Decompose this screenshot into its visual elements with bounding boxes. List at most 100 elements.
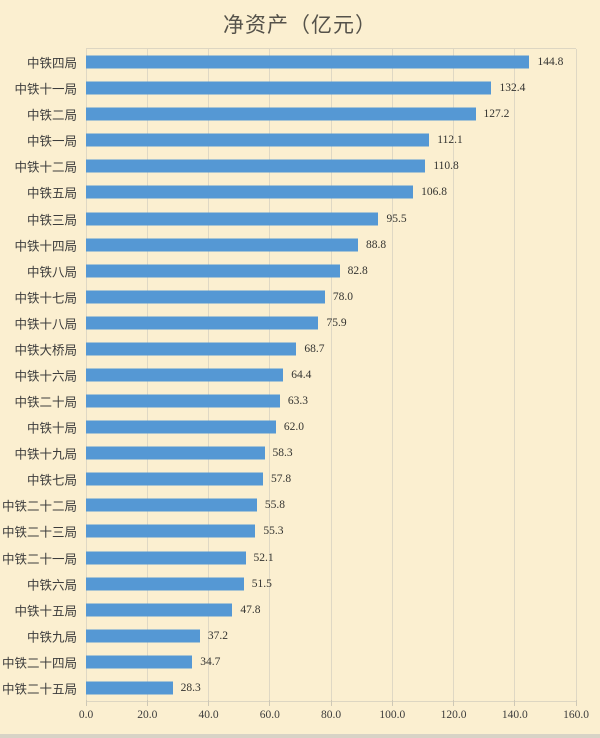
category-label: 中铁二十三局: [1, 525, 77, 540]
value-label: 88.8: [365, 238, 387, 251]
bar-row: 中铁一局 112.1: [27, 127, 576, 153]
bar-row: 中铁七局 57.8: [27, 466, 576, 492]
bar: [86, 290, 325, 304]
value-label: 34.7: [200, 655, 221, 668]
x-axis-tick: [391, 700, 393, 706]
bar: [86, 472, 263, 486]
x-axis-tick-label: 40.0: [198, 709, 219, 721]
x-axis-tick: [453, 700, 454, 706]
bar: [86, 342, 297, 356]
category-label: 中铁十八局: [14, 317, 77, 332]
bar: [86, 185, 414, 199]
bar: [86, 681, 173, 695]
bar-row: 中铁二十五局 28.3: [2, 675, 576, 701]
x-axis-tick-label: 60.0: [259, 709, 280, 721]
bar: [86, 264, 340, 278]
bar-row: 中铁九局 37.2: [27, 623, 576, 649]
x-axis-tick-label: 160.0: [563, 709, 589, 721]
x-axis-tick: [330, 700, 332, 706]
category-label: 中铁十二局: [14, 160, 77, 175]
value-label: 63.3: [287, 395, 308, 408]
bar: [86, 446, 265, 460]
x-axis-tick: [269, 700, 271, 706]
x-axis-tick-label: 140.0: [501, 709, 528, 721]
category-label: 中铁二十局: [14, 395, 77, 410]
bar-row: 中铁五局 106.8: [27, 179, 576, 205]
gridline: [575, 49, 577, 701]
bar: [86, 629, 200, 643]
window-bottom-edge: [0, 734, 600, 738]
category-label: 中铁一局: [26, 134, 77, 149]
bar: [86, 394, 280, 408]
bar-row: 中铁十五局 47.8: [14, 597, 576, 623]
x-axis-tick-label: 20.0: [137, 709, 158, 721]
bar: [86, 55, 530, 69]
value-label: 52.1: [253, 551, 274, 564]
category-label: 中铁七局: [26, 473, 77, 488]
category-label: 中铁三局: [26, 213, 77, 227]
chart-title: 净资产（亿元）: [223, 13, 377, 37]
gridline: [330, 49, 332, 701]
bar-row: 中铁十六局 64.4: [14, 362, 576, 388]
bar: [86, 577, 244, 591]
category-label: 中铁十局: [26, 421, 77, 436]
bar: [86, 238, 358, 252]
category-label: 中铁二十二局: [1, 499, 77, 514]
value-label: 82.8: [347, 264, 368, 277]
value-label: 132.4: [499, 82, 526, 95]
bar-row: 中铁十二局 110.8: [14, 153, 576, 179]
bar: [86, 655, 193, 669]
bar-row: 中铁十四局 88.8: [14, 232, 576, 258]
value-label: 55.3: [263, 525, 284, 538]
x-axis-tick: [85, 700, 87, 706]
bar-row: 中铁二十四局 34.7: [2, 649, 576, 675]
value-label: 112.1: [437, 134, 463, 147]
bar-row: 中铁二十三局 55.3: [2, 518, 576, 544]
bar-row: 中铁十一局 132.4: [14, 75, 576, 101]
x-axis-tick-label: 120.0: [440, 709, 467, 721]
bar-row: 中铁十八局 75.9: [14, 310, 576, 336]
value-label: 64.4: [291, 368, 312, 381]
bar-row: 中铁二十局 63.3: [14, 388, 576, 414]
bar: [86, 107, 476, 121]
bar-row: 中铁十九局 58.3: [14, 440, 576, 466]
category-label: 中铁十九局: [14, 447, 77, 462]
category-label: 中铁二十四局: [1, 656, 77, 671]
value-label: 106.8: [421, 186, 447, 199]
category-label: 中铁四局: [26, 56, 77, 71]
gridline: [391, 49, 393, 701]
bar: [86, 551, 246, 565]
category-label: 中铁十七局: [14, 291, 77, 306]
value-label: 78.0: [332, 290, 353, 303]
category-label: 中铁十四局: [14, 239, 77, 254]
bar-row: 中铁八局 82.8: [27, 258, 576, 284]
value-label: 127.2: [483, 108, 510, 121]
value-label: 57.8: [271, 473, 292, 486]
value-label: 55.8: [264, 499, 285, 512]
bar: [86, 368, 284, 382]
bar: [86, 316, 319, 330]
value-label: 62.0: [283, 421, 304, 434]
value-label: 37.2: [207, 629, 229, 642]
category-label: 中铁八局: [26, 265, 77, 280]
bar-row: 中铁十七局 78.0: [14, 284, 576, 310]
category-label: 中铁大桥局: [14, 343, 77, 358]
x-axis-tick: [146, 700, 148, 706]
value-label: 75.9: [326, 316, 347, 329]
category-label: 中铁十五局: [14, 604, 77, 619]
gridline: [514, 49, 516, 701]
bar-row: 中铁六局 51.5: [27, 571, 576, 597]
x-axis-tick-label: 0.0: [78, 709, 94, 721]
category-label: 中铁二十一局: [1, 552, 77, 567]
category-label: 中铁二局: [26, 108, 77, 123]
category-label: 中铁二十五局: [1, 682, 77, 697]
x-axis-tick: [514, 700, 516, 706]
bar-row: 中铁四局 144.8: [27, 49, 576, 75]
x-axis-tick: [575, 700, 577, 706]
value-label: 28.3: [180, 681, 201, 694]
value-label: 68.7: [304, 342, 325, 355]
category-label: 中铁六局: [26, 578, 77, 593]
x-axis: 0.0 20.0 40.0 60.0 80.0 100.0 120.0 140.0 160.0: [79, 700, 589, 730]
category-label: 中铁十六局: [14, 369, 77, 384]
